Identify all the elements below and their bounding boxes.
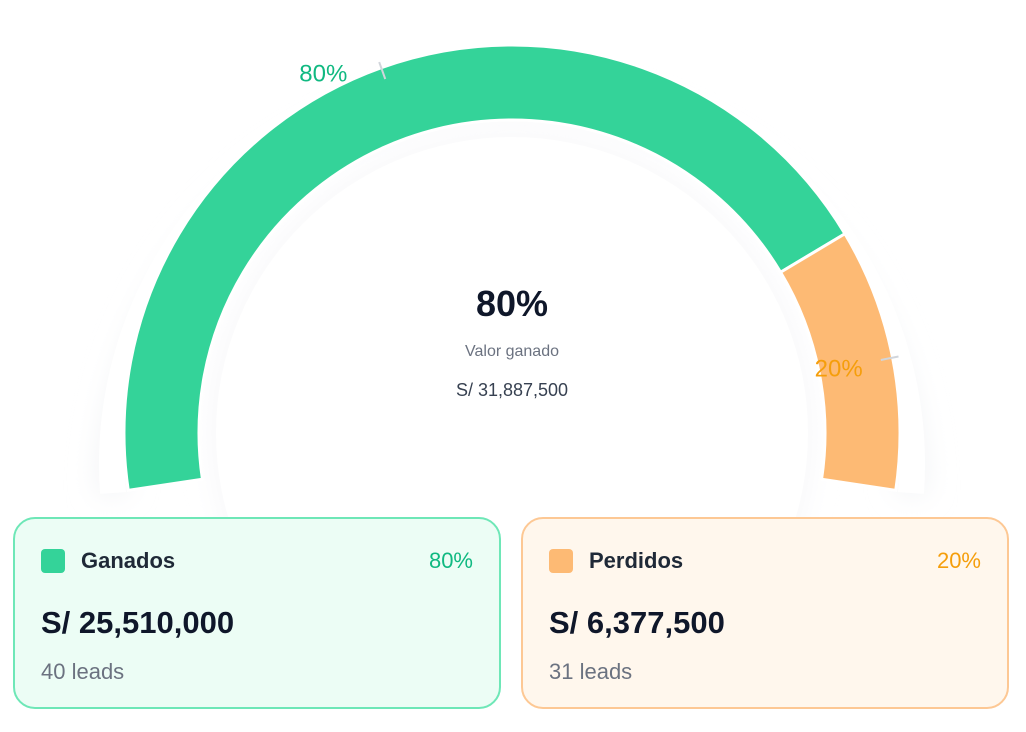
- legend-swatch: [549, 549, 573, 573]
- card-lost: Perdidos 20% S/ 6,377,500 31 leads: [521, 517, 1009, 709]
- data-label: 80%: [299, 61, 347, 88]
- card-percent: 80%: [428, 548, 473, 573]
- center-value: 80%: [476, 283, 548, 324]
- legend-label: Perdidos: [589, 548, 684, 573]
- gauge-segment: [122, 43, 847, 493]
- label-tick: [880, 355, 899, 361]
- label-tick: [378, 61, 387, 80]
- legend-swatch: [41, 549, 65, 573]
- card-amount: S/ 25,510,000: [41, 605, 235, 640]
- legend-label: Ganados: [81, 548, 176, 573]
- card-won: Ganados 80% S/ 25,510,000 40 leads: [13, 517, 501, 709]
- card-percent: 20%: [936, 548, 981, 573]
- center-amount: S/ 31,887,500: [456, 380, 568, 400]
- data-label: 20%: [815, 355, 863, 382]
- card-leads: 31 leads: [549, 659, 633, 684]
- center-label: Valor ganado: [465, 343, 559, 360]
- gauge-chart: 80% Valor ganado S/ 31,887,500 80% 20%: [97, 43, 927, 520]
- card-leads: 40 leads: [41, 659, 125, 684]
- inner-face: [216, 137, 808, 520]
- gauge-segment: [778, 231, 902, 493]
- card-amount: S/ 6,377,500: [549, 605, 725, 640]
